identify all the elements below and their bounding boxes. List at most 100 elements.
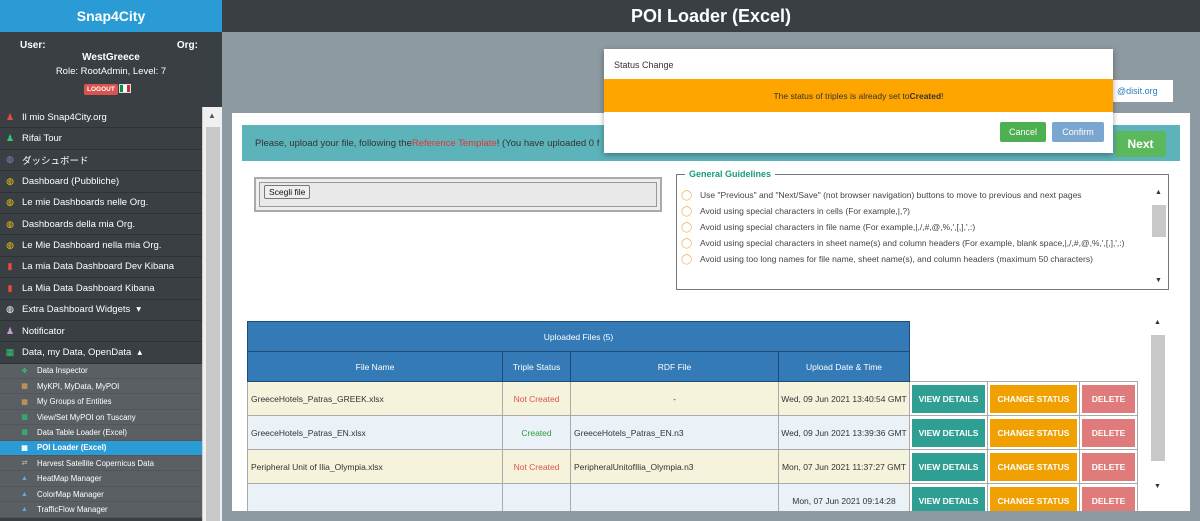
chevron-icon: ▾ xyxy=(136,304,142,316)
sidebar-item[interactable]: ♟ Il mio Snap4City.org xyxy=(0,107,202,129)
confirm-button[interactable]: Confirm xyxy=(1052,122,1104,142)
lightbulb-icon: ◯ xyxy=(681,254,693,265)
sidebar-item[interactable]: ◍ Le mie Dashboards nelle Org. xyxy=(0,193,202,214)
sidebar-subitem[interactable]: ▦ MyKPI, MyData, MyPOI xyxy=(0,379,202,395)
next-button[interactable]: Next xyxy=(1115,131,1166,157)
rdf-file-cell: PeripheralUnitofIlia_Olympia.n3 xyxy=(570,449,779,484)
change-status-button[interactable]: CHANGE STATUS xyxy=(990,452,1077,481)
sidebar-subitem[interactable]: ▲ TrafficFlow Manager xyxy=(0,502,202,518)
scroll-down-icon[interactable]: ▼ xyxy=(1155,277,1162,284)
lightbulb-icon: ◯ xyxy=(681,206,693,217)
user-role: Role: RootAdmin, Level: 7 xyxy=(55,66,167,77)
logout-button[interactable]: LOGOUT xyxy=(84,84,118,95)
brand-title[interactable]: Snap4City xyxy=(0,0,222,32)
change-status-button[interactable]: CHANGE STATUS xyxy=(990,418,1077,447)
sidebar-subitem[interactable]: ▦ My Groups of Entities xyxy=(0,394,202,410)
sidebar-subitem[interactable]: ▲ HeatMap Manager xyxy=(0,471,202,487)
sidebar-item[interactable]: ▮ La Mia Data Dashboard Kibana xyxy=(0,278,202,300)
upload-date-cell: Wed, 09 Jun 2021 13:40:54 GMT xyxy=(778,381,910,416)
sidebar-item-label: Extra Dashboard Widgets xyxy=(22,304,131,316)
sidebar-item[interactable]: ♟ Rifai Tour xyxy=(0,128,202,150)
scroll-up-icon[interactable]: ▲ xyxy=(1155,189,1162,196)
action-cell: CHANGE STATUS xyxy=(987,449,1080,484)
italian-flag-icon[interactable] xyxy=(119,84,131,93)
guidelines-title: General Guidelines xyxy=(685,169,776,179)
table-row: Peripheral Unit of Ilia_Olympia.xlsx Not … xyxy=(247,449,1138,484)
file-input-inner xyxy=(259,182,657,207)
sidebar-subitem[interactable]: ▲ ColorMap Manager xyxy=(0,486,202,503)
sidebar-item[interactable]: ◍ Dashboard (Pubbliche) xyxy=(0,171,202,193)
sidebar-subitem[interactable]: ▦ POI Loader (Excel) xyxy=(0,440,202,457)
sidebar-item-label: Notificator xyxy=(22,325,65,337)
sidebar-item-label: Le mie Dashboards nelle Org. xyxy=(22,197,149,209)
delete-button[interactable]: DELETE xyxy=(1082,486,1135,511)
sidebar-subitem[interactable]: ✥ Data Inspector xyxy=(0,363,202,380)
guidelines-scrollbar[interactable]: ▲ ▼ xyxy=(1150,187,1168,289)
file-name-cell: GreeceHotels_Patras_GREEK.xlsx xyxy=(247,381,503,416)
sidebar-subitem-label: POI Loader (Excel) xyxy=(37,443,107,453)
sidebar-subitem[interactable]: ⇄ Harvest Satellite Copernicus Data xyxy=(0,456,202,472)
sidebar-item[interactable]: ♟ Notificator xyxy=(0,321,202,343)
choose-file-button[interactable]: Scegli file xyxy=(264,185,311,199)
triple-status-cell: Created xyxy=(502,415,571,450)
change-status-button[interactable]: CHANGE STATUS xyxy=(990,486,1077,511)
sidebar-menu: ♟ Il mio Snap4City.org ♟ Rifai Tour ◍ ダッシュボード… xyxy=(0,107,202,521)
sidebar-item[interactable]: ◍ Extra Dashboard Widgets ▾ xyxy=(0,300,202,321)
bell-icon: ♟ xyxy=(5,133,15,144)
delete-button[interactable]: DELETE xyxy=(1082,418,1135,447)
action-cell: CHANGE STATUS xyxy=(987,415,1080,450)
page-title: POI Loader (Excel) xyxy=(222,0,1200,32)
rdf-file-cell: - xyxy=(570,381,779,416)
scrollbar-thumb[interactable] xyxy=(1152,205,1166,237)
upload-date-cell: Mon, 07 Jun 2021 09:14:28 xyxy=(778,483,910,511)
upload-date-cell: Mon, 07 Jun 2021 11:37:27 GMT xyxy=(778,449,910,484)
action-cell: CHANGE STATUS xyxy=(987,483,1080,511)
sidebar-subitem[interactable]: ▦ Data Table Loader (Excel) xyxy=(0,425,202,441)
action-cell: DELETE xyxy=(1079,381,1138,416)
view-details-button[interactable]: VIEW DETAILS xyxy=(912,418,985,447)
scroll-up-icon[interactable]: ▲ xyxy=(208,111,216,120)
sidebar-item-label: Dashboards della mia Org. xyxy=(22,218,135,230)
scroll-down-icon[interactable]: ▼ xyxy=(1154,483,1161,490)
sidebar-subitem[interactable]: ▦ View/Set MyPOI on Tuscany xyxy=(0,409,202,426)
sidebar-subitem-label: View/Set MyPOI on Tuscany xyxy=(37,412,136,422)
sidebar-scrollbar[interactable]: ▲ xyxy=(202,107,222,521)
table-scrollbar[interactable]: ▲ ▼ xyxy=(1149,317,1167,497)
view-details-button[interactable]: VIEW DETAILS xyxy=(912,486,985,511)
delete-button[interactable]: DELETE xyxy=(1082,452,1135,481)
upload-icon: ▲ xyxy=(21,505,28,513)
table-row: GreeceHotels_Patras_GREEK.xlsx Not Create… xyxy=(247,381,1138,416)
reference-template-link[interactable]: Reference Template xyxy=(411,137,497,149)
column-header-rdf-file: RDF File xyxy=(570,351,779,382)
sidebar-item-label: Dashboard (Pubbliche) xyxy=(22,175,120,187)
sidebar-subitem-label: ColorMap Manager xyxy=(37,489,104,499)
user-name: WestGreece xyxy=(82,52,140,63)
sidebar-item[interactable]: ◍ Dashboards della mia Org. xyxy=(0,214,202,236)
sidebar-item-label: ダッシュボード xyxy=(22,155,89,167)
column-header-upload-date: Upload Date & Time xyxy=(778,351,910,382)
scrollbar-thumb[interactable] xyxy=(206,127,220,521)
guideline-item: ◯ Use "Previous" and "Next/Save" (not bro… xyxy=(681,189,1151,202)
change-status-button[interactable]: CHANGE STATUS xyxy=(990,384,1077,413)
table-caption: Uploaded Files (5) xyxy=(247,321,910,352)
email-fragment: @disit.org xyxy=(1113,80,1173,102)
sidebar-item[interactable]: ▦ Data, my Data, OpenData ▴ xyxy=(0,342,202,364)
view-details-button[interactable]: VIEW DETAILS xyxy=(912,452,985,481)
scroll-up-icon[interactable]: ▲ xyxy=(1154,319,1161,326)
cancel-button[interactable]: Cancel xyxy=(1000,122,1046,142)
table-row: GreeceHotels_Patras_EN.xlsx Created Greece… xyxy=(247,415,1138,450)
user-label: User: xyxy=(20,40,46,51)
sidebar-item[interactable]: ▮ La mia Data Dashboard Dev Kibana xyxy=(0,257,202,279)
dialog-message-suffix: ! xyxy=(941,90,944,101)
tachometer-icon: ◍ xyxy=(6,218,14,229)
delete-button[interactable]: DELETE xyxy=(1082,384,1135,413)
sidebar-item[interactable]: ◍ Le Mie Dashboard nella mia Org. xyxy=(0,235,202,257)
tachometer-icon: ◍ xyxy=(6,197,14,208)
flag-stripe-green xyxy=(120,85,124,92)
scrollbar-thumb[interactable] xyxy=(1151,335,1165,461)
dialog-title: Status Change xyxy=(614,60,674,70)
view-details-button[interactable]: VIEW DETAILS xyxy=(912,384,985,413)
sidebar-item[interactable]: ◍ ダッシュボード xyxy=(0,150,202,172)
dialog-message-prefix: The status of triples is already set to xyxy=(773,90,910,101)
file-input-box[interactable] xyxy=(254,177,662,212)
